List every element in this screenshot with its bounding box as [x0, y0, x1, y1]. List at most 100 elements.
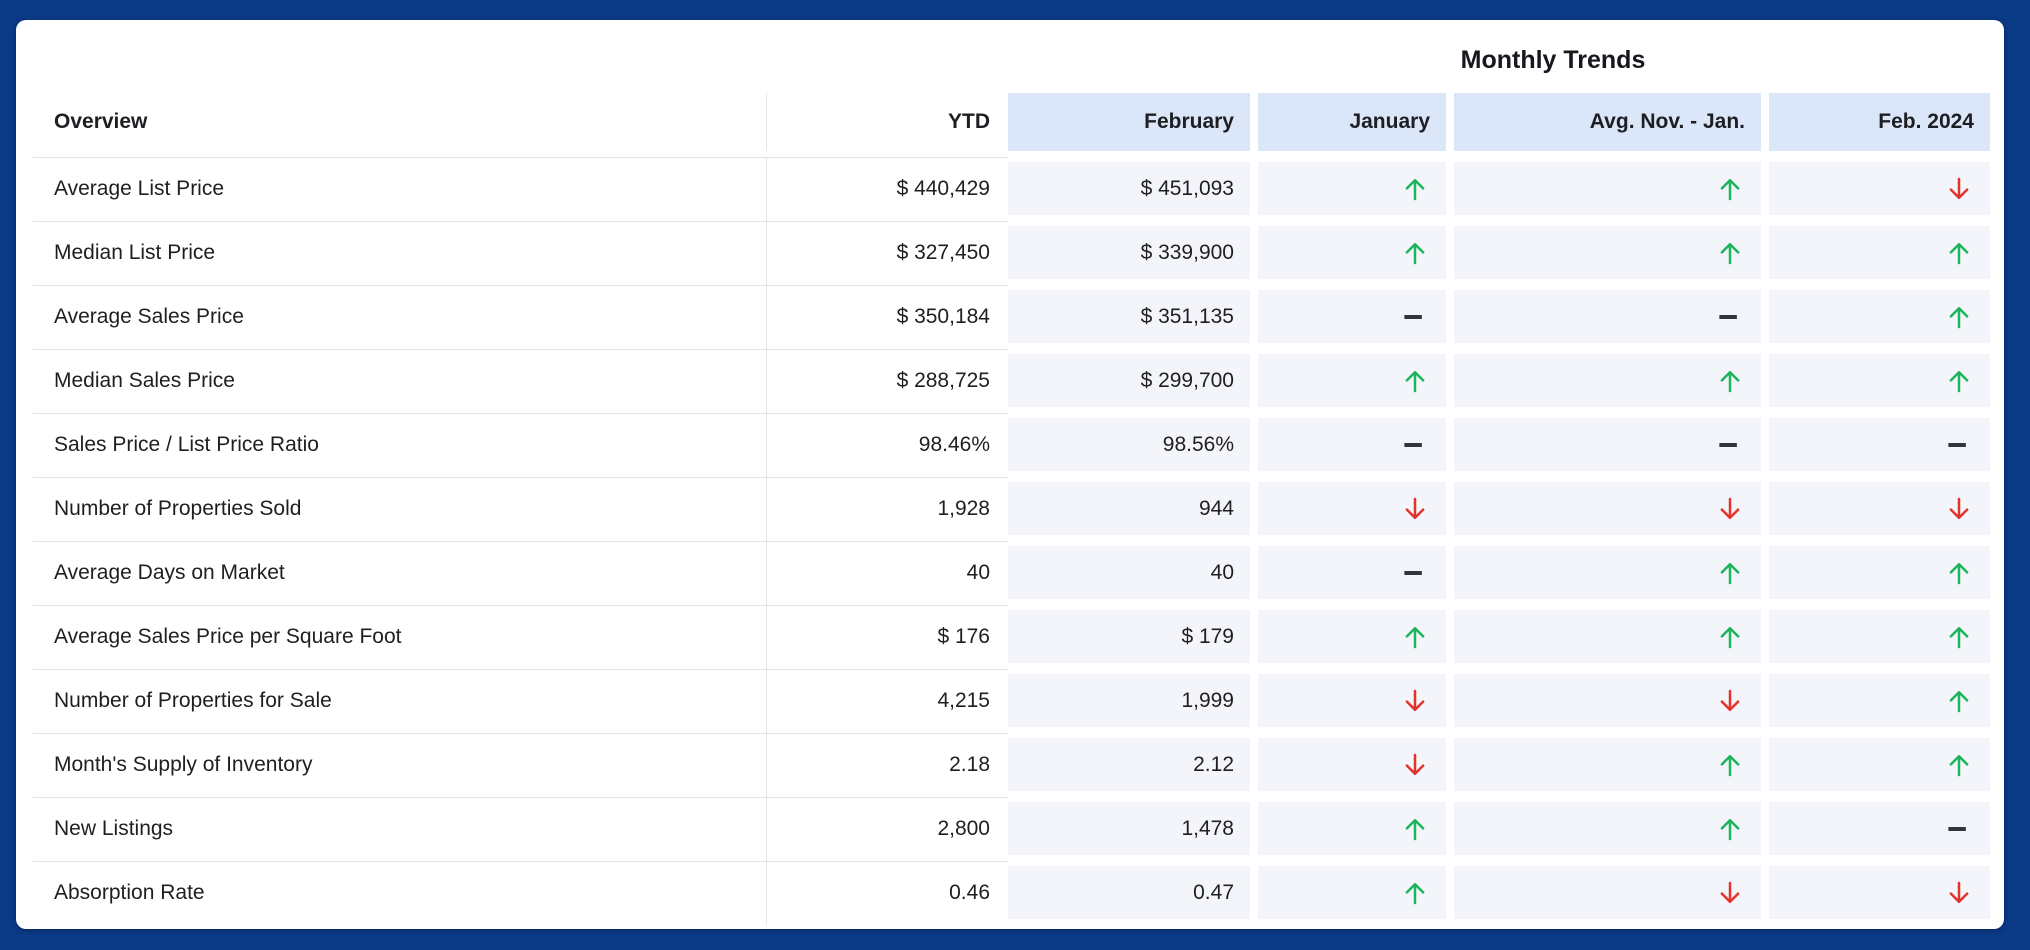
ytd-value: 1,928	[767, 477, 1008, 541]
feb-2024-trend-cell	[1769, 285, 1990, 349]
january-trend-cell	[1258, 861, 1454, 925]
trend-up-icon	[1400, 366, 1446, 396]
feb-2024-trend-cell	[1769, 477, 1990, 541]
ytd-value: $ 288,725	[767, 349, 1008, 413]
february-value: $ 339,900	[1008, 221, 1258, 285]
table-row: Average List Price $ 440,429 $ 451,093	[16, 157, 1990, 221]
january-header-label: January	[1349, 110, 1430, 133]
table-header-row: Overview YTD February January Avg. Nov. …	[16, 93, 1990, 151]
avg-nov-jan-trend-cell	[1454, 541, 1769, 605]
row-label: Sales Price / List Price Ratio	[16, 413, 767, 477]
january-trend-cell	[1258, 605, 1454, 669]
ytd-value-text: 40	[966, 561, 990, 584]
february-header-label: February	[1144, 110, 1234, 133]
trend-up-icon	[1944, 558, 1990, 588]
trend-up-icon	[1944, 302, 1990, 332]
ytd-value: $ 327,450	[767, 221, 1008, 285]
trend-up-icon	[1944, 686, 1990, 716]
overview-header: Overview	[16, 93, 767, 151]
trend-down-icon	[1715, 686, 1761, 716]
february-value: 40	[1008, 541, 1258, 605]
row-label: New Listings	[16, 797, 767, 861]
trend-up-icon	[1944, 238, 1990, 268]
february-value-text: 1,999	[1181, 688, 1234, 712]
february-value: 1,999	[1008, 669, 1258, 733]
table-row: Average Days on Market 40 40	[16, 541, 1990, 605]
monthly-trends-title: Monthly Trends	[1460, 46, 1646, 74]
trend-up-icon	[1400, 174, 1446, 204]
trend-up-icon	[1715, 622, 1761, 652]
trend-up-icon	[1944, 622, 1990, 652]
january-trend-cell	[1258, 541, 1454, 605]
january-trend-cell	[1258, 221, 1454, 285]
trend-up-icon	[1715, 174, 1761, 204]
february-value: 944	[1008, 477, 1258, 541]
january-trend-cell	[1258, 797, 1454, 861]
trend-down-icon	[1944, 494, 1990, 524]
ytd-value: $ 440,429	[767, 157, 1008, 221]
trend-flat-icon	[1400, 430, 1446, 460]
february-value: 0.47	[1008, 861, 1258, 925]
ytd-value-text: $ 327,450	[896, 241, 990, 264]
ytd-value: 40	[767, 541, 1008, 605]
february-value: 2.12	[1008, 733, 1258, 797]
trend-down-icon	[1715, 878, 1761, 908]
trend-flat-icon	[1715, 302, 1761, 332]
ytd-value-text: 1,928	[937, 497, 990, 520]
ytd-value-text: 4,215	[937, 689, 990, 712]
avg-nov-jan-trend-cell	[1454, 349, 1769, 413]
ytd-value: 4,215	[767, 669, 1008, 733]
feb-2024-trend-cell	[1769, 349, 1990, 413]
ytd-value-text: 2,800	[937, 817, 990, 840]
row-label: Number of Properties for Sale	[16, 669, 767, 733]
ytd-value: 98.46%	[767, 413, 1008, 477]
table-row: Sales Price / List Price Ratio 98.46% 98…	[16, 413, 1990, 477]
report-card: Monthly Trends Overview YTD February Jan…	[16, 20, 2004, 929]
trend-up-icon	[1400, 814, 1446, 844]
row-label: Number of Properties Sold	[16, 477, 767, 541]
trend-up-icon	[1715, 558, 1761, 588]
ytd-header: YTD	[767, 93, 1008, 151]
trend-down-icon	[1944, 174, 1990, 204]
february-value: $ 299,700	[1008, 349, 1258, 413]
trend-down-icon	[1944, 878, 1990, 908]
ytd-value: 0.46	[767, 861, 1008, 925]
feb-2024-trend-cell	[1769, 669, 1990, 733]
february-value-text: 1,478	[1181, 816, 1234, 840]
ytd-value-text: 0.46	[949, 881, 990, 904]
trend-flat-icon	[1944, 430, 1990, 460]
table-row: Average Sales Price $ 350,184 $ 351,135	[16, 285, 1990, 349]
trend-up-icon	[1944, 750, 1990, 780]
avg-nov-jan-trend-cell	[1454, 157, 1769, 221]
february-value: 1,478	[1008, 797, 1258, 861]
avg-nov-jan-trend-cell	[1454, 605, 1769, 669]
feb-2024-trend-cell	[1769, 157, 1990, 221]
february-header: February	[1008, 93, 1258, 151]
feb-2024-trend-cell	[1769, 733, 1990, 797]
table-row: Average Sales Price per Square Foot $ 17…	[16, 605, 1990, 669]
avg-nov-jan-trend-cell	[1454, 477, 1769, 541]
february-value-text: $ 179	[1181, 624, 1234, 648]
ytd-value: $ 176	[767, 605, 1008, 669]
feb-2024-trend-cell	[1769, 797, 1990, 861]
february-value-text: 0.47	[1193, 880, 1234, 904]
avg-nov-jan-trend-cell	[1454, 797, 1769, 861]
row-label: Average Days on Market	[16, 541, 767, 605]
table-row: Number of Properties Sold 1,928 944	[16, 477, 1990, 541]
february-value: 98.56%	[1008, 413, 1258, 477]
ytd-header-label: YTD	[948, 110, 990, 133]
february-value-text: 944	[1198, 496, 1234, 520]
february-value-text: $ 451,093	[1140, 176, 1234, 200]
trend-up-icon	[1715, 750, 1761, 780]
trend-down-icon	[1400, 750, 1446, 780]
ytd-value-text: $ 350,184	[896, 305, 990, 328]
avg-nov-jan-trend-cell	[1454, 285, 1769, 349]
february-value: $ 351,135	[1008, 285, 1258, 349]
ytd-value: 2.18	[767, 733, 1008, 797]
trend-up-icon	[1715, 814, 1761, 844]
trend-flat-icon	[1715, 430, 1761, 460]
trend-up-icon	[1715, 366, 1761, 396]
january-header: January	[1258, 93, 1454, 151]
avg-nov-jan-trend-cell	[1454, 669, 1769, 733]
feb-2024-trend-cell	[1769, 605, 1990, 669]
